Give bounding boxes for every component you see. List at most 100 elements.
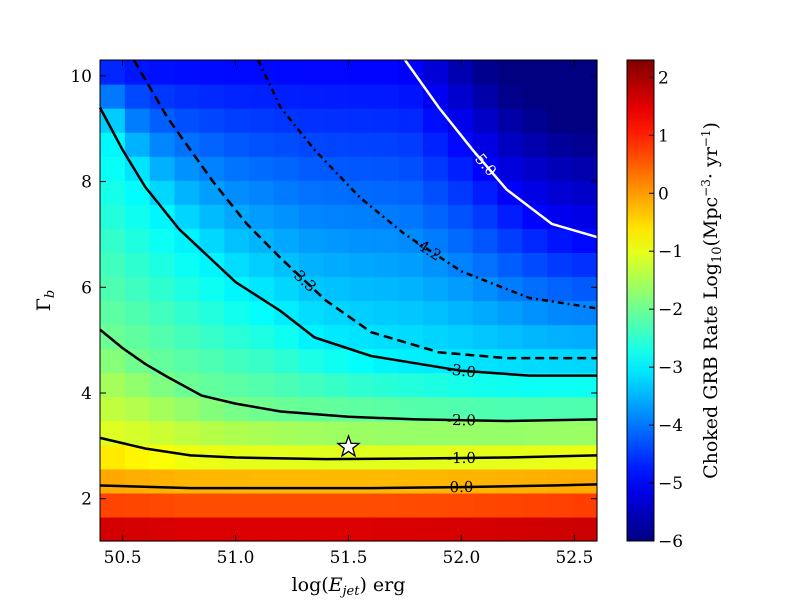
heatmap-cell: [298, 516, 325, 542]
heatmap-cell: [497, 204, 524, 229]
heatmap-cell: [373, 108, 399, 133]
heatmap-cell: [174, 204, 200, 229]
heatmap-cell: [249, 204, 275, 229]
heatmap-cell: [348, 468, 374, 494]
heatmap-cell: [472, 396, 499, 422]
heatmap-cell: [224, 84, 250, 109]
heatmap-cell: [249, 420, 275, 446]
heatmap-cell: [423, 516, 449, 542]
heatmap-cell: [199, 276, 225, 302]
heatmap-cell: [174, 252, 200, 278]
heatmap-cell: [398, 516, 424, 542]
heatmap-cell: [522, 420, 548, 446]
heatmap-cell: [149, 252, 176, 278]
heatmap-cell: [423, 60, 449, 85]
heatmap-cell: [398, 156, 424, 181]
heatmap-cell: [348, 60, 374, 85]
heatmap-cell: [174, 468, 200, 494]
heatmap-cell: [472, 84, 499, 109]
heatmap-cell: [100, 60, 126, 85]
heatmap-cell: [472, 228, 499, 253]
heatmap-grid: [100, 60, 598, 542]
heatmap-cell: [273, 420, 300, 446]
heatmap-cell: [348, 132, 374, 157]
heatmap-cell: [298, 396, 325, 422]
heatmap-cell: [224, 204, 250, 229]
heatmap-cell: [124, 420, 151, 446]
heatmap-cell: [472, 468, 499, 494]
contour-label: -2.0: [447, 411, 476, 430]
heatmap-cell: [298, 444, 325, 470]
heatmap-cell: [423, 180, 449, 205]
heatmap-cell: [298, 276, 325, 302]
heatmap-cell: [572, 276, 598, 302]
colorbar-tick-label: −2: [658, 300, 683, 320]
heatmap-cell: [273, 324, 300, 350]
heatmap-cell: [373, 60, 399, 85]
heatmap-cell: [373, 468, 399, 494]
heatmap-cell: [273, 276, 300, 302]
heatmap-cell: [224, 156, 250, 181]
x-tick-label: 50.5: [104, 548, 142, 568]
heatmap-cell: [572, 156, 598, 181]
heatmap-cell: [100, 468, 126, 494]
y-tick-label: 4: [81, 384, 92, 404]
heatmap-cell: [199, 300, 225, 326]
heatmap-cell: [497, 348, 524, 374]
heatmap-cell: [373, 276, 399, 302]
heatmap-cell: [423, 108, 449, 133]
heatmap-cell: [547, 420, 573, 446]
heatmap-cell: [423, 492, 449, 518]
colorbar-ticks: −6 −5 −4 −3 −2 −1 0 1 2: [649, 68, 683, 552]
heatmap-cell: [298, 204, 325, 229]
heatmap-cell: [174, 108, 200, 133]
heatmap-cell: [224, 468, 250, 494]
heatmap-cell: [522, 492, 548, 518]
heatmap-cell: [249, 516, 275, 542]
heatmap-cell: [174, 84, 200, 109]
heatmap-cell: [423, 204, 449, 229]
heatmap-cell: [249, 372, 275, 398]
heatmap-cell: [572, 420, 598, 446]
heatmap-cell: [100, 300, 126, 326]
heatmap-cell: [224, 324, 250, 350]
heatmap-cell: [447, 516, 474, 542]
heatmap-cell: [398, 372, 424, 398]
heatmap-cell: [497, 396, 524, 422]
heatmap-cell: [522, 252, 548, 278]
heatmap-cell: [547, 516, 573, 542]
heatmap-cell: [273, 60, 300, 85]
heatmap-cell: [423, 324, 449, 350]
heatmap-cell: [497, 252, 524, 278]
heatmap-cell: [100, 492, 126, 518]
heatmap-cell: [124, 372, 151, 398]
heatmap-cell: [273, 396, 300, 422]
heatmap-cell: [298, 372, 325, 398]
colorbar: [626, 59, 655, 542]
heatmap-cell: [497, 300, 524, 326]
heatmap-cell: [447, 108, 474, 133]
heatmap-cell: [298, 420, 325, 446]
heatmap-cell: [447, 156, 474, 181]
heatmap-cell: [100, 252, 126, 278]
heatmap-cell: [373, 228, 399, 253]
heatmap-cell: [174, 396, 200, 422]
heatmap-cell: [547, 396, 573, 422]
heatmap-cell: [224, 60, 250, 85]
heatmap-cell: [199, 516, 225, 542]
heatmap-cell: [199, 372, 225, 398]
heatmap-cell: [497, 468, 524, 494]
heatmap-cell: [100, 204, 126, 229]
heatmap-cell: [100, 444, 126, 470]
heatmap-cell: [174, 492, 200, 518]
heatmap-cell: [249, 156, 275, 181]
heatmap-cell: [547, 228, 573, 253]
heatmap-cell: [124, 228, 151, 253]
heatmap-cell: [100, 132, 126, 157]
heatmap-cell: [522, 156, 548, 181]
heatmap-cell: [100, 516, 126, 542]
heatmap-cell: [572, 132, 598, 157]
heatmap-cell: [472, 420, 499, 446]
heatmap-cell: [348, 228, 374, 253]
